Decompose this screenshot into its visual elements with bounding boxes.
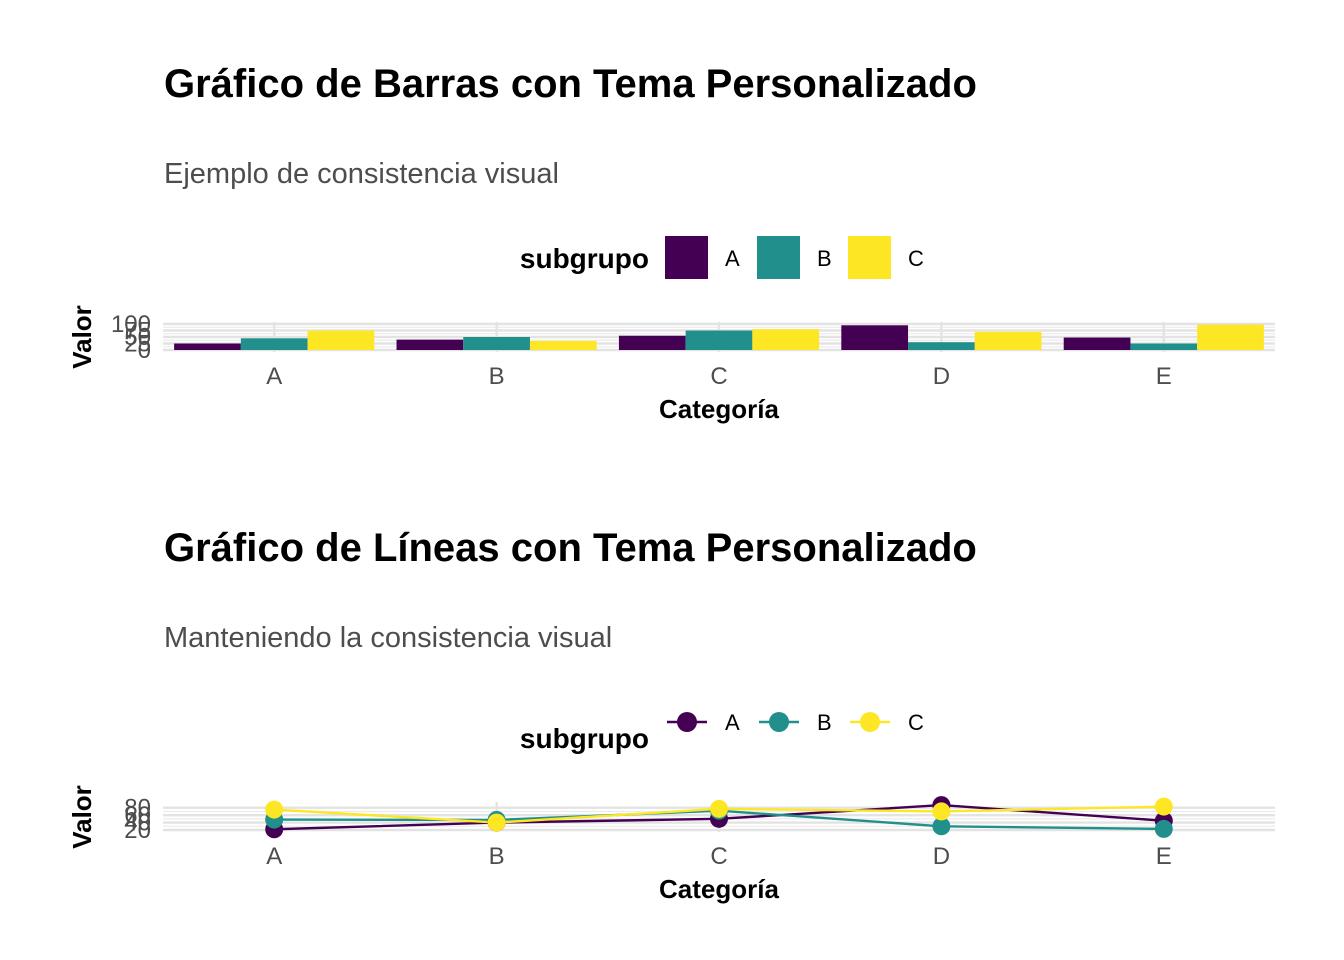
line-legend-label-B: B xyxy=(817,710,832,735)
bar-y-axis-title: Valor xyxy=(67,305,97,369)
line-x-axis-title: Categoría xyxy=(659,874,779,904)
bar-bar-C-B xyxy=(529,340,597,350)
bar-bar-B-A xyxy=(240,338,308,350)
line-chart-subtitle: Manteniendo la consistencia visual xyxy=(164,622,613,654)
bar-x-tick-label: B xyxy=(489,363,505,390)
bar-x-tick-label: D xyxy=(933,363,950,390)
bar-chart-title: Gráfico de Barras con Tema Personalizado xyxy=(164,62,977,106)
line-y-tick-label: 80 xyxy=(124,795,151,822)
line-point-B-E xyxy=(1154,819,1173,838)
bar-bar-B-C xyxy=(685,330,753,350)
line-x-tick-label: D xyxy=(933,843,950,870)
line-y-tick-label: 60 xyxy=(124,802,151,829)
bar-bar-A-E xyxy=(1063,337,1131,350)
line-point-C-E xyxy=(1154,797,1173,816)
bar-bar-B-B xyxy=(463,337,530,350)
bar-legend-key-A xyxy=(665,236,708,279)
bar-y-tick-label: 75 xyxy=(124,318,151,345)
bar-legend-key-B xyxy=(757,236,800,279)
line-point-C-C xyxy=(710,799,728,818)
bar-legend-title: subgrupo xyxy=(520,243,649,274)
bar-bar-A-B xyxy=(396,339,464,350)
line-x-tick-label: C xyxy=(710,843,727,870)
bar-x-tick-label: A xyxy=(266,363,282,390)
line-legend-label-C: C xyxy=(908,710,924,735)
bar-bar-C-A xyxy=(307,330,375,350)
line-x-tick-label: B xyxy=(489,843,505,870)
line-point-C-A xyxy=(265,800,284,819)
line-point-C-D xyxy=(932,802,951,821)
line-point-B-D xyxy=(932,817,951,836)
bar-y-tick-label: 0 xyxy=(138,337,151,364)
bar-legend-label-B: B xyxy=(817,246,832,271)
bar-bar-A-D xyxy=(841,325,909,350)
line-y-tick-label: 20 xyxy=(124,817,151,844)
bar-y-tick-label: 100 xyxy=(111,311,151,338)
line-chart-title: Gráfico de Líneas con Tema Personalizado xyxy=(164,526,977,570)
bar-legend-label-A: A xyxy=(725,246,740,271)
bar-bar-C-C xyxy=(752,329,820,350)
bar-y-tick-label: 25 xyxy=(124,331,151,358)
line-y-axis-title: Valor xyxy=(67,785,97,849)
bar-x-tick-label: E xyxy=(1156,363,1172,390)
bar-bar-B-E xyxy=(1130,343,1198,350)
line-y-tick-label: 40 xyxy=(124,810,151,837)
bar-y-tick-label: 50 xyxy=(124,324,151,351)
bar-legend-label-C: C xyxy=(908,246,924,271)
bar-bar-C-D xyxy=(974,331,1042,350)
line-legend-key-B xyxy=(769,712,789,732)
line-x-tick-label: A xyxy=(266,843,282,870)
bar-bar-A-C xyxy=(618,335,686,350)
bar-bar-B-D xyxy=(908,342,975,350)
bar-x-tick-label: C xyxy=(710,363,727,390)
bar-bar-C-E xyxy=(1197,324,1264,350)
line-legend-key-A xyxy=(677,712,697,732)
line-legend-label-A: A xyxy=(725,710,740,735)
line-legend-key-C xyxy=(860,712,880,732)
line-legend-title: subgrupo xyxy=(520,723,649,754)
bar-x-axis-title: Categoría xyxy=(659,394,779,424)
bar-bar-A-A xyxy=(174,343,241,350)
bar-chart-subtitle: Ejemplo de consistencia visual xyxy=(164,158,559,190)
bar-legend-key-C xyxy=(848,236,891,279)
line-x-tick-label: E xyxy=(1156,843,1172,870)
line-point-C-B xyxy=(487,813,506,832)
